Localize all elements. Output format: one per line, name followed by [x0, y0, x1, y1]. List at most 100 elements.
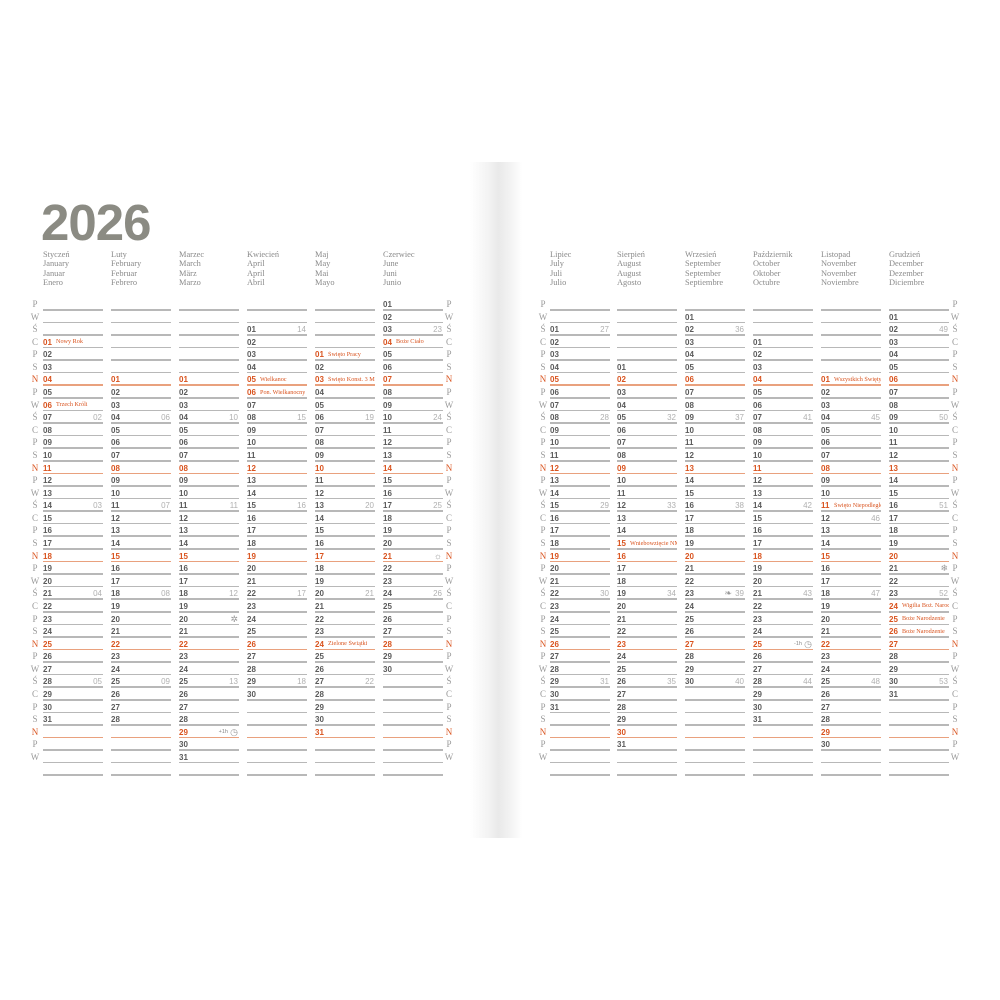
day-cell[interactable]: 06 — [383, 362, 443, 375]
day-cell[interactable]: 28 44 — [753, 676, 813, 689]
day-cell[interactable]: 15 — [315, 525, 375, 538]
day-cell[interactable]: 17 — [179, 576, 239, 589]
day-cell[interactable]: 27 — [111, 702, 171, 715]
day-cell[interactable]: 09 50 — [889, 412, 949, 425]
day-cell[interactable]: 24 — [685, 601, 745, 614]
day-cell[interactable]: 31 — [550, 702, 610, 715]
day-cell[interactable]: 14 — [247, 488, 307, 501]
day-cell[interactable]: 19 34 — [617, 588, 677, 601]
day-cell[interactable]: 17 — [247, 525, 307, 538]
day-cell[interactable]: 22 — [315, 614, 375, 627]
day-cell[interactable]: 20 — [821, 614, 881, 627]
day-cell[interactable]: 17 — [617, 563, 677, 576]
day-cell[interactable]: 17 — [550, 525, 610, 538]
day-cell[interactable]: 26 — [550, 639, 610, 652]
day-cell[interactable]: 03 — [43, 362, 103, 375]
day-cell[interactable]: 22 — [43, 601, 103, 614]
day-cell[interactable]: 07 — [111, 450, 171, 463]
day-cell[interactable]: 07 — [889, 387, 949, 400]
day-cell[interactable]: 22 — [753, 601, 813, 614]
day-cell[interactable]: 19 — [383, 525, 443, 538]
day-cell[interactable]: 01 — [111, 374, 171, 387]
day-cell[interactable]: 30 — [821, 739, 881, 752]
day-cell[interactable]: 07 — [550, 400, 610, 413]
day-cell[interactable]: 11 — [383, 425, 443, 438]
day-cell[interactable]: 28 — [617, 702, 677, 715]
day-cell[interactable]: 19 — [821, 601, 881, 614]
day-cell[interactable]: 28 — [685, 651, 745, 664]
day-cell[interactable]: 06 — [685, 374, 745, 387]
day-cell[interactable]: 27 22 — [315, 676, 375, 689]
day-cell[interactable]: 26 35 — [617, 676, 677, 689]
day-cell[interactable]: 12 — [550, 463, 610, 476]
day-cell[interactable]: 18 — [43, 551, 103, 564]
day-cell[interactable]: 03 — [550, 349, 610, 362]
day-cell[interactable]: 11 11 — [179, 500, 239, 513]
day-cell[interactable]: 08 — [889, 400, 949, 413]
day-cell[interactable]: 09 — [550, 425, 610, 438]
day-cell[interactable]: 26 — [111, 689, 171, 702]
day-cell[interactable]: 26 — [315, 664, 375, 677]
day-cell[interactable]: 20 — [889, 551, 949, 564]
day-cell[interactable]: 25 — [315, 651, 375, 664]
day-cell[interactable]: 21 — [550, 576, 610, 589]
day-cell[interactable]: 25 — [685, 614, 745, 627]
day-cell[interactable]: 27 — [550, 651, 610, 664]
day-cell[interactable]: 10 — [43, 450, 103, 463]
day-cell[interactable]: 15 — [179, 551, 239, 564]
day-cell[interactable]: 07 — [315, 425, 375, 438]
day-cell[interactable]: 24 26 — [383, 588, 443, 601]
day-cell[interactable]: 27 — [685, 639, 745, 652]
day-cell[interactable]: 05 — [550, 374, 610, 387]
day-cell[interactable]: 11 — [247, 450, 307, 463]
day-cell[interactable]: 17 — [43, 538, 103, 551]
day-cell[interactable]: 09 — [753, 437, 813, 450]
day-cell[interactable]: 05 — [383, 349, 443, 362]
day-cell[interactable]: 17 — [315, 551, 375, 564]
day-cell[interactable]: 28 — [550, 664, 610, 677]
day-cell[interactable]: 18 — [753, 551, 813, 564]
day-cell[interactable]: 14 — [315, 513, 375, 526]
day-cell[interactable]: 22 — [383, 563, 443, 576]
day-cell[interactable]: 21 — [179, 626, 239, 639]
day-cell[interactable]: 28 — [889, 651, 949, 664]
day-cell[interactable]: 30 — [383, 664, 443, 677]
day-cell[interactable]: 08 28 — [550, 412, 610, 425]
day-cell[interactable]: 12 33 — [617, 500, 677, 513]
day-cell[interactable]: 03 — [617, 387, 677, 400]
day-cell[interactable]: 31 — [617, 739, 677, 752]
day-cell[interactable]: 21 — [685, 563, 745, 576]
day-cell[interactable]: 29 31 — [550, 676, 610, 689]
day-cell[interactable]: 15 — [821, 551, 881, 564]
day-cell[interactable]: 24 — [43, 626, 103, 639]
day-cell[interactable]: 24 — [821, 664, 881, 677]
day-cell[interactable]: 06 — [617, 425, 677, 438]
day-cell[interactable]: 29 — [821, 727, 881, 740]
day-cell[interactable]: 16 — [383, 488, 443, 501]
day-cell[interactable]: 06 Pon. Wielkanocny — [247, 387, 307, 400]
day-cell[interactable]: 30 53 — [889, 676, 949, 689]
day-cell[interactable]: 12 46 — [821, 513, 881, 526]
day-cell[interactable]: 27 — [617, 689, 677, 702]
day-cell[interactable]: 22 — [179, 639, 239, 652]
day-cell[interactable]: 13 — [179, 525, 239, 538]
day-cell[interactable]: 17 — [889, 513, 949, 526]
day-cell[interactable]: 15 16 — [247, 500, 307, 513]
day-cell[interactable]: 29 — [617, 714, 677, 727]
day-cell[interactable]: 19 — [685, 538, 745, 551]
day-cell[interactable]: 10 24 — [383, 412, 443, 425]
day-cell[interactable]: 21 — [617, 614, 677, 627]
day-cell[interactable]: 22 — [821, 639, 881, 652]
day-cell[interactable]: 13 — [753, 488, 813, 501]
day-cell[interactable]: 08 15 — [247, 412, 307, 425]
day-cell[interactable]: 08 — [383, 387, 443, 400]
day-cell[interactable]: 04 — [617, 400, 677, 413]
day-cell[interactable]: 05 32 — [617, 412, 677, 425]
day-cell[interactable]: 18 12 — [179, 588, 239, 601]
day-cell[interactable]: 20 — [753, 576, 813, 589]
day-cell[interactable]: 02 — [753, 349, 813, 362]
day-cell[interactable]: 03 — [821, 400, 881, 413]
day-cell[interactable]: 22 — [617, 626, 677, 639]
day-cell[interactable]: 07 — [685, 387, 745, 400]
